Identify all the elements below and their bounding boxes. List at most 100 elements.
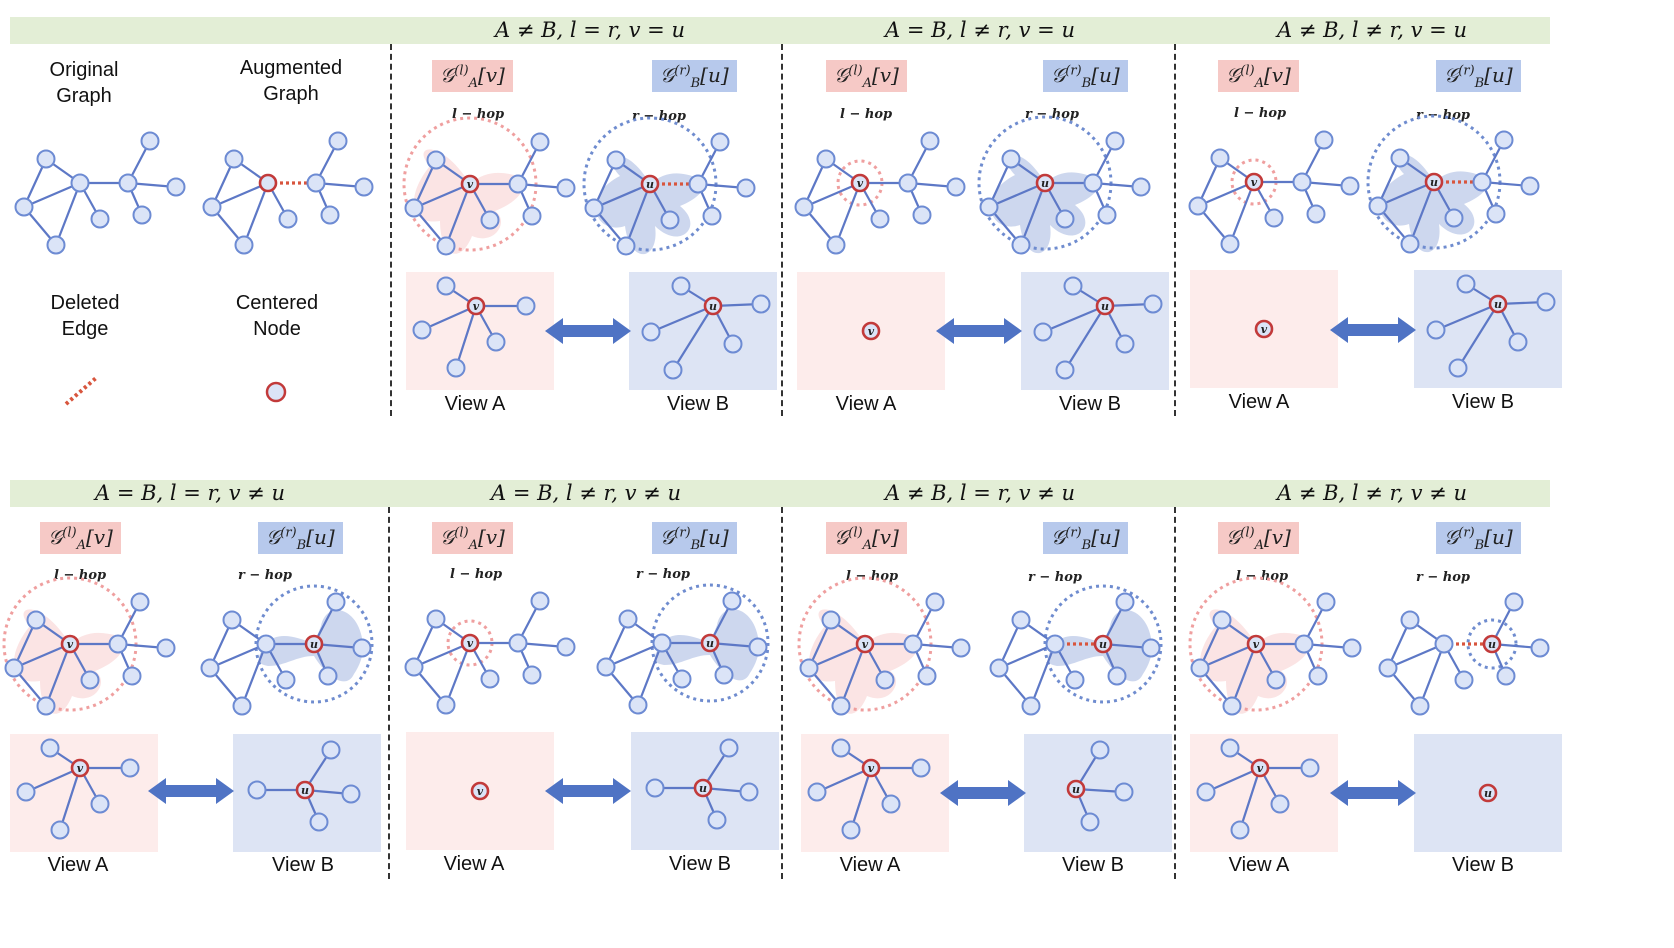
graph-node bbox=[1264, 208, 1284, 228]
graph-node bbox=[1065, 670, 1085, 690]
star-leaf-node bbox=[1080, 812, 1100, 832]
graph-edge bbox=[242, 182, 270, 246]
center-node bbox=[470, 781, 490, 801]
graph-edge bbox=[1029, 643, 1057, 707]
graph-node bbox=[794, 197, 814, 217]
graph-node bbox=[1001, 149, 1021, 169]
graph-node bbox=[1308, 666, 1328, 686]
center-node-label: u bbox=[1041, 177, 1049, 190]
graph-edge bbox=[988, 181, 1046, 209]
graph-node bbox=[826, 235, 846, 255]
view-b-graph: u bbox=[977, 115, 1151, 255]
graph-node bbox=[1266, 670, 1286, 690]
panel-separator bbox=[1174, 44, 1176, 416]
l-hop-circle bbox=[1188, 576, 1324, 712]
graph-node bbox=[118, 173, 138, 193]
graph-node bbox=[14, 197, 34, 217]
view-b-subgraph-tag: 𝒢(r)B[u] bbox=[1043, 60, 1128, 92]
star-edge bbox=[1042, 304, 1106, 334]
center-node bbox=[1066, 779, 1086, 799]
center-node bbox=[1482, 634, 1502, 654]
graph-node bbox=[1055, 209, 1075, 229]
center-node bbox=[466, 296, 486, 316]
panel-separator bbox=[1174, 507, 1176, 879]
graph-node bbox=[618, 609, 638, 629]
star-edge bbox=[421, 304, 477, 332]
graph-edge bbox=[1199, 642, 1257, 670]
center-node-label: v bbox=[467, 637, 474, 650]
graph-edge bbox=[636, 642, 664, 706]
view-b-star: u bbox=[1033, 276, 1163, 380]
graph-node bbox=[722, 591, 742, 611]
view-a-single: v bbox=[470, 781, 490, 801]
graph-node bbox=[1530, 638, 1550, 658]
graph-node bbox=[202, 197, 222, 217]
view-b-graph: u bbox=[1378, 592, 1550, 716]
graph-node bbox=[352, 638, 372, 658]
star-leaf-node bbox=[1063, 276, 1083, 296]
star-leaf-node bbox=[707, 810, 727, 830]
view-b-graph: u bbox=[596, 583, 770, 715]
center-node bbox=[258, 173, 278, 193]
legend-graph bbox=[202, 131, 374, 255]
graph-node bbox=[903, 634, 923, 654]
view-a-label: View A bbox=[47, 854, 109, 876]
center-node bbox=[295, 780, 315, 800]
view-b-subgraph-tag: 𝒢(r)B[u] bbox=[652, 60, 737, 92]
graph-node bbox=[979, 197, 999, 217]
center-node bbox=[700, 633, 720, 653]
graph-edge bbox=[13, 642, 71, 670]
graph-node bbox=[1400, 234, 1420, 254]
center-node-label: u bbox=[706, 637, 714, 650]
graph-node bbox=[530, 132, 550, 152]
graph-node bbox=[166, 177, 186, 197]
graph-node bbox=[436, 236, 456, 256]
star-leaf-node bbox=[1055, 360, 1075, 380]
graph-node bbox=[688, 174, 708, 194]
graph-node bbox=[816, 149, 836, 169]
center-node bbox=[1254, 319, 1274, 339]
graph-node bbox=[989, 658, 1009, 678]
graph-edge bbox=[1019, 182, 1047, 246]
star-leaf-node bbox=[90, 794, 110, 814]
l-hop-label: l − hop bbox=[452, 107, 505, 122]
l-hop-label: l − hop bbox=[54, 568, 107, 583]
graph-edge bbox=[1387, 642, 1445, 670]
star-leaf-node bbox=[16, 782, 36, 802]
view-a-single: v bbox=[861, 321, 881, 341]
graph-edge bbox=[1197, 180, 1255, 208]
view-b-star: u bbox=[247, 740, 361, 832]
r-hop-label: r − hop bbox=[238, 568, 293, 583]
star-edge bbox=[650, 304, 714, 334]
graph-node bbox=[831, 696, 851, 716]
graph-node bbox=[1504, 592, 1524, 612]
star-leaf-node bbox=[1270, 794, 1290, 814]
center-node bbox=[1250, 758, 1270, 778]
graph-node bbox=[508, 633, 528, 653]
graph-edge bbox=[444, 183, 472, 247]
l-hop-label: l − hop bbox=[1234, 106, 1287, 121]
graph-node bbox=[122, 666, 142, 686]
graph-node bbox=[1107, 666, 1127, 686]
view-b-subgraph-tag: 𝒢(r)B[u] bbox=[652, 522, 737, 554]
graph-node bbox=[36, 149, 56, 169]
center-node-label: u bbox=[301, 784, 309, 797]
legend-graph bbox=[14, 131, 186, 255]
contrast-arrow-icon bbox=[1330, 317, 1416, 343]
center-node bbox=[861, 321, 881, 341]
r-hop-label: r − hop bbox=[636, 567, 691, 582]
center-node-label: v bbox=[862, 638, 869, 651]
graph-node bbox=[232, 696, 252, 716]
graph-node bbox=[80, 670, 100, 690]
graph-node bbox=[606, 150, 626, 170]
graph-node bbox=[951, 638, 971, 658]
graph-node bbox=[326, 592, 346, 612]
graph-node bbox=[1434, 634, 1454, 654]
star-leaf-node bbox=[807, 782, 827, 802]
graph-node bbox=[130, 592, 150, 612]
star-leaf-node bbox=[831, 738, 851, 758]
graph-edge bbox=[839, 643, 867, 707]
graph-node bbox=[90, 209, 110, 229]
center-node bbox=[70, 758, 90, 778]
graph-node bbox=[912, 205, 932, 225]
